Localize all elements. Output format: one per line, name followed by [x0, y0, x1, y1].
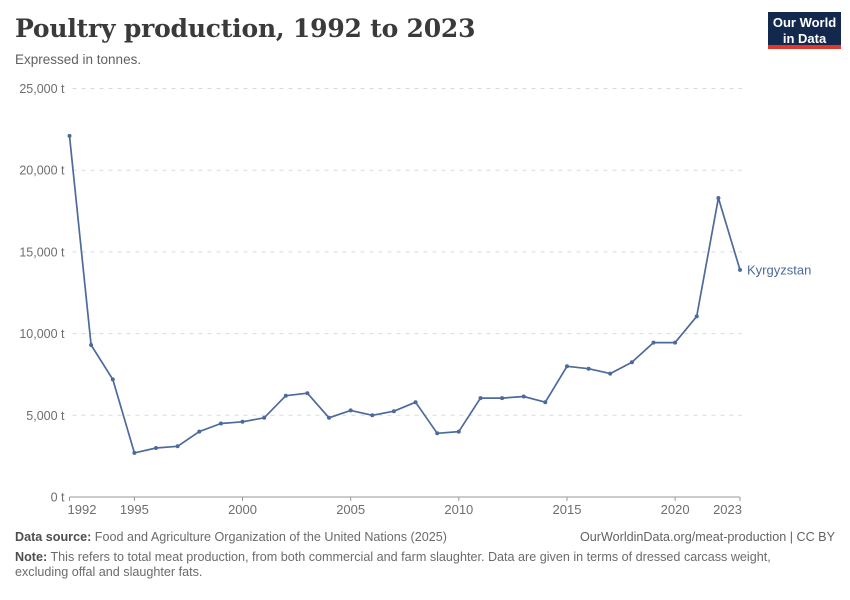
- x-axis-tick-label: 2000: [228, 502, 257, 517]
- data-point[interactable]: [500, 396, 505, 401]
- y-axis-tick-label: 0 t: [51, 491, 65, 505]
- data-source-label: Data source:: [15, 530, 92, 544]
- data-point[interactable]: [716, 196, 721, 200]
- note-text: This refers to total meat production, fr…: [15, 549, 771, 580]
- x-axis-tick-label: 1992: [68, 502, 97, 517]
- data-point[interactable]: [586, 366, 591, 371]
- data-point[interactable]: [629, 360, 634, 365]
- data-point[interactable]: [651, 340, 656, 345]
- data-point[interactable]: [305, 391, 310, 396]
- chart-footer: Data source: Food and Agriculture Organi…: [15, 530, 835, 581]
- data-point[interactable]: [694, 314, 699, 319]
- page-title: Poultry production, 1992 to 2023: [15, 14, 476, 43]
- series-line-kyrgyzstan[interactable]: [68, 135, 741, 454]
- data-point[interactable]: [413, 400, 418, 405]
- data-point[interactable]: [197, 429, 202, 434]
- series-end-label[interactable]: Kyrgyzstan: [747, 262, 811, 277]
- data-point[interactable]: [327, 415, 331, 420]
- x-axis-tick-label: 1995: [120, 502, 149, 517]
- data-point[interactable]: [543, 400, 548, 405]
- owid-logo-line2: in Data: [782, 30, 827, 46]
- y-axis-tick-label: 15,000 t: [19, 245, 65, 259]
- data-point[interactable]: [478, 396, 483, 401]
- data-point[interactable]: [283, 393, 288, 398]
- data-point[interactable]: [240, 419, 245, 424]
- chart-subtitle: Expressed in tonnes.: [15, 52, 142, 67]
- data-point[interactable]: [521, 394, 526, 399]
- x-axis-tick-label: 2010: [444, 502, 473, 517]
- data-point[interactable]: [738, 267, 742, 272]
- owid-logo-line1: Our World: [772, 15, 837, 30]
- data-source-line: Data source: Food and Agriculture Organi…: [15, 530, 447, 546]
- license-link[interactable]: OurWorldinData.org/meat-production | CC …: [579, 530, 835, 544]
- data-source-text: Food and Agriculture Organization of the…: [94, 530, 447, 544]
- x-axis-tick-label: 2005: [336, 502, 365, 517]
- data-point[interactable]: [154, 446, 158, 450]
- data-point[interactable]: [218, 421, 223, 426]
- x-axis-tick-label: 2015: [553, 502, 582, 517]
- data-point[interactable]: [391, 409, 396, 414]
- y-axis-tick-label: 10,000 t: [19, 327, 65, 341]
- data-point[interactable]: [673, 340, 678, 345]
- data-point[interactable]: [132, 450, 137, 455]
- data-point[interactable]: [608, 371, 613, 376]
- line-chart: 0 t 5,000 t 10,000 t 15,000 t 20,000 t 25,000…: [19, 82, 811, 517]
- x-axis-tick-label: 2023: [713, 502, 742, 517]
- note-label: Note:: [15, 549, 48, 564]
- data-point[interactable]: [348, 408, 353, 413]
- owid-logo[interactable]: Our World in Data: [768, 12, 841, 49]
- note-paragraph: Note: This refers to total meat producti…: [15, 550, 807, 581]
- data-point[interactable]: [456, 429, 461, 434]
- data-point[interactable]: [565, 364, 569, 369]
- data-point[interactable]: [89, 343, 94, 347]
- y-axis-tick-label: 20,000 t: [19, 164, 65, 178]
- y-axis-tick-label: 25,000 t: [19, 82, 65, 96]
- data-point[interactable]: [370, 413, 375, 418]
- data-point[interactable]: [67, 133, 72, 138]
- data-point[interactable]: [175, 444, 180, 449]
- data-point[interactable]: [262, 415, 267, 420]
- y-axis-tick-label: 5,000 t: [26, 409, 65, 423]
- data-point[interactable]: [110, 377, 115, 382]
- x-axis-tick-label: 2020: [661, 502, 690, 517]
- data-point[interactable]: [435, 431, 440, 436]
